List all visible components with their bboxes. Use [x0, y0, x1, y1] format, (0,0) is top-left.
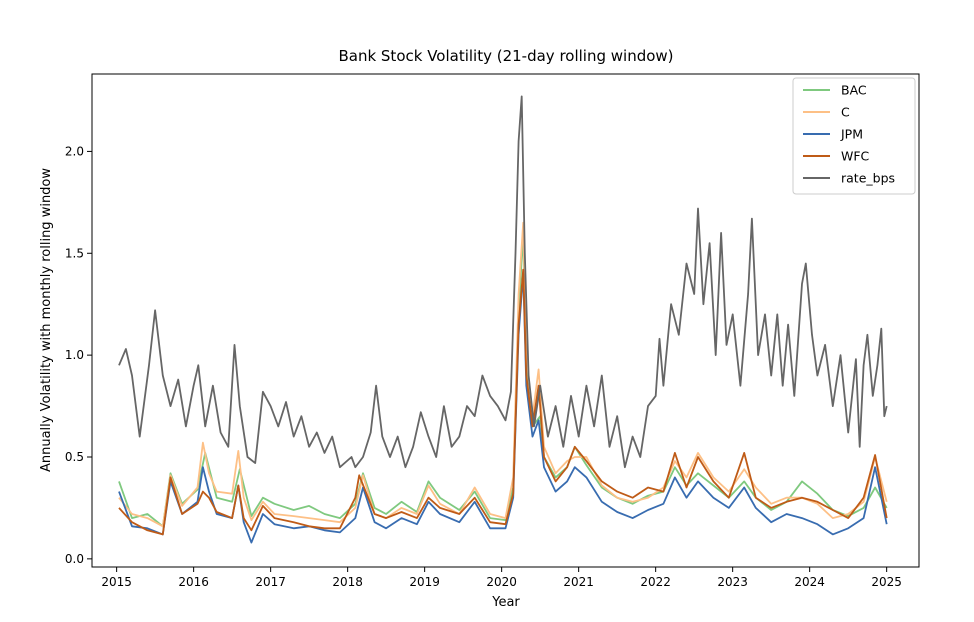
legend-label-c: C — [841, 105, 850, 120]
x-tick-label: 2017 — [255, 575, 286, 589]
series-line-jpm — [118, 272, 888, 544]
y-tick-label: 1.0 — [65, 348, 84, 362]
y-tick-label: 1.5 — [65, 246, 84, 260]
legend-label-wfc: WFC — [841, 149, 870, 164]
legend-label-rate-bps: rate_bps — [841, 171, 895, 186]
legend-label-bac: BAC — [841, 83, 867, 98]
y-tick-label: 2.0 — [65, 144, 84, 158]
x-tick-label: 2025 — [871, 575, 902, 589]
x-axis-ticks: 2015 2016 2017 2018 2019 2020 2021 2022 2023 2024… — [101, 567, 902, 589]
y-tick-label: 0.5 — [65, 450, 84, 464]
series-layer — [118, 95, 888, 544]
legend-label-jpm: JPM — [840, 127, 863, 142]
x-tick-label: 2018 — [332, 575, 363, 589]
legend: BAC C JPM WFC rate_bps — [792, 77, 916, 195]
plot-area-frame — [91, 73, 920, 568]
y-tick-label: 0.0 — [65, 552, 84, 566]
x-tick-label: 2020 — [486, 575, 517, 589]
x-tick-label: 2023 — [717, 575, 748, 589]
y-axis-label: Annually Volatility with monthly rolling… — [39, 168, 54, 472]
x-tick-label: 2022 — [640, 575, 671, 589]
chart-title: Bank Stock Volatility (21-day rolling wi… — [338, 47, 673, 65]
legend-box — [792, 77, 916, 195]
x-tick-label: 2019 — [409, 575, 440, 589]
y-axis-ticks: 0.0 0.5 1.0 1.5 2.0 — [65, 144, 92, 566]
series-line-rate-bps — [118, 95, 888, 469]
series-line-c — [118, 221, 888, 528]
x-tick-label: 2021 — [563, 575, 594, 589]
x-tick-label: 2024 — [794, 575, 825, 589]
x-tick-label: 2016 — [178, 575, 209, 589]
x-tick-label: 2015 — [101, 575, 132, 589]
x-axis-label: Year — [491, 595, 520, 610]
series-line-wfc — [118, 268, 888, 536]
